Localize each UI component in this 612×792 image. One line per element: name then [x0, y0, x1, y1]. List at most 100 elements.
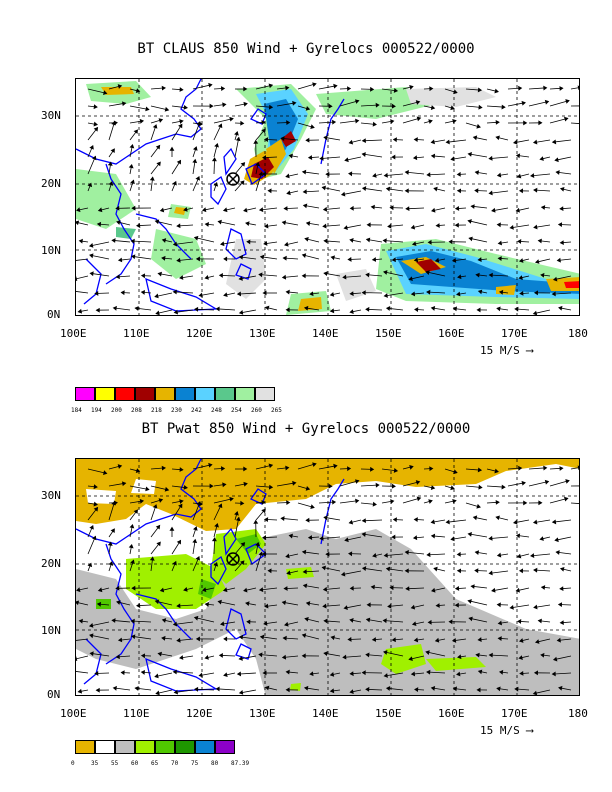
wind-vector-head — [361, 670, 366, 676]
wind-vector-head — [448, 239, 453, 245]
wind-vector — [90, 272, 110, 277]
wind-vector-head — [263, 621, 268, 626]
wind-vector-head — [284, 241, 289, 247]
wind-vector — [76, 291, 89, 294]
wind-vector-head — [77, 688, 83, 694]
wind-vector-head — [301, 653, 306, 659]
colorbar-tick-label: 65 — [151, 760, 159, 767]
wind-vector-head — [347, 86, 352, 92]
wind-vector-head — [478, 484, 483, 490]
wind-vector-head — [302, 203, 308, 209]
wind-vector — [131, 635, 152, 640]
wind-vector-head — [284, 621, 289, 627]
wind-vector-head — [264, 603, 269, 609]
wind-vector-head — [513, 519, 518, 525]
wind-vector-head — [372, 501, 377, 507]
wind-vector-head — [115, 654, 120, 660]
wind-vector-head — [77, 308, 83, 314]
wind-vector-head — [240, 180, 245, 186]
panel1-lon-label: 110E — [123, 327, 150, 340]
wind-vector-head — [387, 223, 392, 229]
wind-vector-head — [176, 257, 181, 263]
wind-vector — [108, 121, 115, 141]
panel1-coastlines — [76, 79, 345, 312]
wind-vector-head — [116, 220, 121, 225]
wind-vector-head — [129, 143, 135, 149]
wind-vector-head — [514, 306, 519, 312]
wind-vector-head — [76, 220, 80, 226]
wind-vector-head — [325, 171, 330, 177]
wind-vector-head — [370, 584, 375, 590]
wind-vector-head — [431, 587, 436, 593]
wind-vector-head — [196, 121, 202, 126]
wind-vector-head — [262, 155, 267, 160]
wind-vector — [446, 519, 467, 523]
panel2-lon-label: 150E — [375, 707, 402, 720]
wind-vector-head — [477, 637, 482, 643]
wind-vector-head — [488, 190, 493, 196]
wind-vector-head — [192, 146, 198, 151]
wind-vector-head — [145, 486, 150, 492]
wind-vector-head — [96, 221, 102, 227]
wind-vector-head — [280, 136, 285, 142]
wind-vector-head — [285, 553, 290, 559]
wind-vector-head — [229, 496, 234, 502]
panel1-wind-vectors — [76, 82, 579, 315]
wind-vector — [173, 241, 194, 245]
wind-vector-head — [497, 256, 502, 262]
wind-vector-head — [133, 129, 138, 134]
wind-vector-head — [154, 219, 160, 225]
wind-vector-head — [238, 254, 244, 260]
wind-vector — [362, 139, 383, 142]
wind-vector-head — [445, 139, 450, 145]
wind-vector-head — [347, 466, 352, 472]
wind-vector-head — [164, 106, 170, 112]
wind-vector-head — [495, 515, 500, 521]
colorbar-tick-label: 194 — [91, 407, 102, 414]
wind-vector-head — [332, 499, 337, 505]
wind-vector-head — [456, 671, 461, 677]
wind-vector-head — [533, 290, 539, 296]
wind-vector-head — [383, 673, 388, 678]
wind-vector-head — [557, 602, 563, 607]
wind-vector — [489, 190, 509, 194]
panel2-vector-key: 15 M/S ⟶ — [480, 724, 533, 737]
wind-vector — [320, 536, 341, 539]
wind-vector-head — [354, 479, 360, 484]
wind-vector-head — [194, 686, 199, 692]
wind-vector-head — [565, 99, 570, 104]
wind-vector-head — [238, 634, 244, 640]
wind-vector-head — [213, 181, 219, 187]
wind-vector-head — [497, 240, 503, 246]
wind-vector-head — [382, 618, 387, 624]
wind-vector-head — [111, 618, 116, 623]
wind-vector-head — [268, 484, 274, 490]
wind-vector-head — [565, 479, 570, 484]
wind-vector-head — [164, 486, 170, 492]
wind-vector-head — [476, 503, 481, 509]
wind-vector-head — [342, 274, 347, 280]
wind-vector — [362, 519, 383, 522]
wind-vector-head — [534, 639, 540, 644]
wind-vector-head — [563, 496, 569, 502]
wind-vector-head — [258, 551, 264, 557]
colorbar-swatch — [175, 740, 195, 754]
wind-vector-head — [348, 519, 354, 525]
wind-vector-head — [263, 137, 269, 143]
wind-vector — [405, 551, 425, 555]
wind-vector-head — [496, 306, 501, 312]
wind-vector-head — [330, 255, 335, 261]
panel1-map-svg — [76, 79, 579, 315]
wind-vector-head — [130, 179, 135, 185]
wind-vector-head — [198, 672, 203, 678]
wind-vector-head — [156, 161, 161, 167]
wind-vector — [530, 173, 551, 177]
wind-vector-head — [286, 500, 291, 505]
wind-vector-head — [415, 100, 421, 105]
wind-vector-head — [263, 241, 268, 246]
wind-vector-head — [383, 650, 388, 655]
wind-vector-head — [89, 633, 94, 639]
panel1-map — [75, 78, 580, 316]
wind-vector-head — [371, 637, 377, 642]
wind-vector-head — [159, 207, 165, 213]
